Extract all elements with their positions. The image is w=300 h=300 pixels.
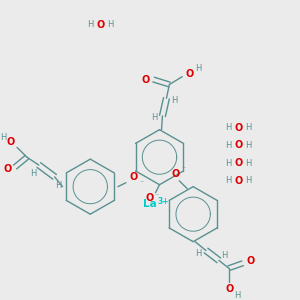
Text: H: H — [171, 96, 178, 105]
Text: ⁻: ⁻ — [140, 178, 144, 187]
Text: H: H — [152, 113, 158, 122]
Text: H: H — [245, 159, 252, 168]
Text: H: H — [245, 123, 252, 132]
Text: O: O — [235, 158, 243, 168]
Text: O: O — [146, 194, 154, 203]
Text: H: H — [195, 249, 201, 258]
Text: O: O — [235, 140, 243, 150]
Text: O: O — [226, 284, 234, 294]
Text: O: O — [235, 123, 243, 133]
Text: O: O — [142, 75, 150, 85]
Text: O: O — [235, 176, 243, 186]
Text: H: H — [87, 20, 93, 29]
Text: ⁻: ⁻ — [181, 164, 185, 173]
Text: H: H — [30, 169, 36, 178]
Text: H: H — [226, 159, 232, 168]
Text: H: H — [107, 20, 113, 29]
Text: H: H — [0, 133, 6, 142]
Text: O: O — [185, 69, 193, 79]
Text: O: O — [171, 169, 179, 179]
Text: H: H — [245, 176, 252, 185]
Text: H: H — [195, 64, 201, 73]
Text: O: O — [96, 20, 104, 30]
Text: ⁻: ⁻ — [154, 191, 159, 200]
Text: H: H — [226, 176, 232, 185]
Text: La: La — [143, 199, 157, 209]
Text: 3+: 3+ — [158, 197, 169, 206]
Text: H: H — [222, 251, 228, 260]
Text: O: O — [3, 164, 11, 174]
Text: O: O — [246, 256, 255, 266]
Text: H: H — [56, 181, 62, 190]
Text: H: H — [235, 291, 241, 300]
Text: O: O — [130, 172, 138, 182]
Text: H: H — [245, 141, 252, 150]
Text: O: O — [7, 137, 15, 148]
Text: H: H — [226, 123, 232, 132]
Text: H: H — [226, 141, 232, 150]
